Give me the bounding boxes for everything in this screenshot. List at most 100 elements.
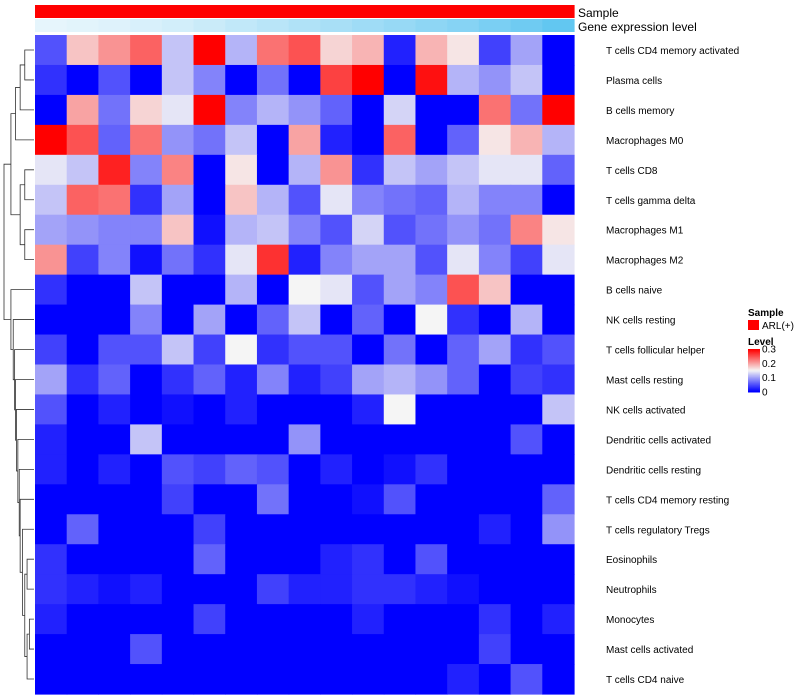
heatmap-cell	[415, 634, 448, 665]
heatmap-cell	[161, 484, 195, 515]
row-label: T cells gamma delta	[606, 196, 696, 207]
heatmap-cell	[161, 64, 195, 96]
heatmap-cell	[478, 274, 512, 306]
dendrogram-branch	[10, 113, 21, 216]
legend-colorbar-step	[748, 373, 760, 376]
heatmap-cell	[478, 664, 512, 695]
heatmap-cell	[66, 454, 100, 485]
expression-annotation-cell	[447, 19, 480, 32]
heatmap-cell	[415, 214, 448, 246]
sample-annotation-cell	[352, 5, 385, 18]
row-label: T cells CD4 memory activated	[606, 46, 739, 57]
heatmap-cell	[383, 364, 417, 396]
heatmap-cell	[66, 574, 100, 605]
heatmap-cell	[542, 574, 575, 605]
heatmap-cell	[35, 484, 68, 515]
dendrogram-branch	[17, 438, 34, 503]
heatmap-cell	[35, 244, 68, 276]
legend-colorbar-step	[748, 385, 760, 388]
heatmap-cell	[510, 244, 543, 276]
heatmap-cell	[542, 664, 575, 695]
heatmap-cell	[288, 214, 321, 246]
heatmap-cell	[161, 664, 195, 695]
heatmap-cell	[66, 604, 100, 635]
heatmap-cell	[130, 364, 163, 396]
heatmap-cell	[130, 514, 163, 545]
heatmap-cell	[383, 124, 417, 156]
legend-colorbar-step	[748, 367, 760, 369]
heatmap-cell	[542, 544, 575, 575]
heatmap-cell	[352, 664, 385, 695]
heatmap-cell	[98, 274, 131, 306]
sample-annotation-cell	[510, 5, 543, 18]
heatmap-cell	[352, 364, 385, 396]
row-label: Macrophages M1	[606, 226, 684, 237]
legend-colorbar-step	[748, 378, 760, 380]
heatmap-cell	[478, 544, 512, 575]
dendrogram-branch	[26, 558, 34, 590]
heatmap-cell	[193, 394, 226, 426]
heatmap-cell	[510, 124, 543, 156]
heatmap-cell	[130, 394, 163, 426]
heatmap-cell	[383, 424, 417, 455]
heatmap-cell	[383, 604, 417, 635]
heatmap-cell	[288, 364, 321, 396]
heatmap-cell	[225, 484, 258, 515]
sample-annotation-cell	[478, 5, 512, 18]
heatmap-cell	[288, 334, 321, 366]
heatmap-cell	[35, 394, 68, 426]
legend-colorbar-step	[748, 370, 760, 373]
heatmap-cell	[161, 244, 195, 276]
dendrogram-branch	[22, 528, 34, 616]
heatmap-cell	[383, 514, 417, 545]
legend-colorbar-step	[748, 376, 760, 379]
heatmap-cell	[161, 184, 195, 216]
heatmap-cell	[415, 244, 448, 276]
row-label: Eosinophils	[606, 555, 657, 566]
legend-tick-label: 0	[762, 388, 768, 399]
heatmap-cell	[383, 154, 417, 186]
expression-annotation-cell	[35, 19, 68, 32]
heatmap-cell	[161, 124, 195, 156]
heatmap-cell	[35, 304, 68, 336]
heatmap-cell	[447, 64, 480, 96]
heatmap-cell	[542, 514, 575, 545]
heatmap-cell	[225, 35, 258, 66]
heatmap-cell	[383, 274, 417, 306]
heatmap-cell	[478, 94, 512, 126]
heatmap-cell	[447, 454, 480, 485]
heatmap-cell	[193, 364, 226, 396]
heatmap-cell	[383, 64, 417, 96]
heatmap-cell	[447, 484, 480, 515]
row-label: T cells CD4 naive	[606, 675, 685, 686]
heatmap-cell	[510, 514, 543, 545]
heatmap-cell	[193, 544, 226, 575]
heatmap-cell	[478, 364, 512, 396]
expression-annotation-cell	[98, 19, 131, 32]
heatmap-cell	[161, 364, 195, 396]
heatmap-cell	[478, 184, 512, 216]
heatmap-cell	[447, 664, 480, 695]
heatmap-cell	[383, 94, 417, 126]
heatmap-cell	[415, 35, 448, 66]
heatmap-cell	[98, 514, 131, 545]
heatmap-cell	[478, 64, 512, 96]
dendrogram-branch	[10, 289, 34, 351]
heatmap-cell	[193, 214, 226, 246]
legend-colorbar-step	[748, 379, 760, 381]
heatmap-cell	[447, 574, 480, 605]
heatmap-cell	[320, 604, 353, 635]
heatmap-cell	[510, 154, 543, 186]
heatmap-cell	[415, 154, 448, 186]
heatmap-cell	[510, 664, 543, 695]
heatmap-cell	[510, 364, 543, 396]
heatmap-cell	[510, 634, 543, 665]
row-label: T cells follicular helper	[606, 346, 705, 357]
heatmap-cell	[130, 94, 163, 126]
heatmap-cell	[542, 154, 575, 186]
heatmap-cell	[161, 394, 195, 426]
heatmap-cell	[98, 304, 131, 336]
heatmap-cell	[35, 424, 68, 455]
row-label: Monocytes	[606, 615, 654, 626]
